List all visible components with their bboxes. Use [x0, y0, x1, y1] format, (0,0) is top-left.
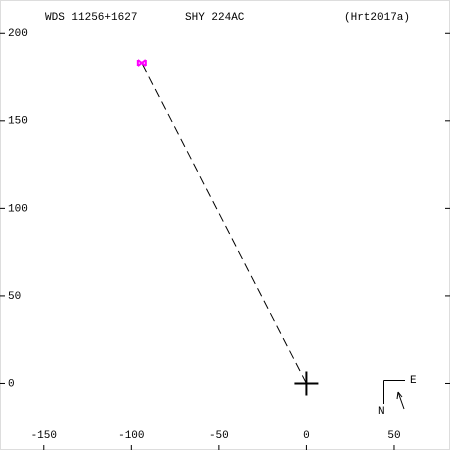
x-tick-label: 0: [303, 430, 310, 442]
separation-line: [141, 62, 307, 384]
x-tick-label: -50: [209, 430, 229, 442]
y-tick-label: 50: [8, 291, 21, 303]
y-tick-label: 200: [8, 28, 28, 40]
reference: (Hrt2017a): [344, 12, 410, 24]
motion-arrow: [397, 391, 405, 410]
compass: [383, 380, 405, 410]
chart-title: WDS 11256+1627: [45, 12, 137, 24]
motion-arrow-head: [396, 391, 399, 400]
y-tick-label: 100: [8, 203, 28, 215]
motion-arrow-head: [397, 391, 403, 398]
chart-subtitle: SHY 224AC: [185, 12, 245, 24]
x-tick-label: 50: [387, 430, 400, 442]
x-tick-label: -150: [31, 430, 57, 442]
primary-star: [294, 371, 319, 396]
x-tick-label: -100: [118, 430, 144, 442]
y-tick-label: 0: [8, 378, 15, 390]
compass-east: E: [410, 375, 417, 387]
measurement-point: [136, 59, 147, 67]
y-tick-label: 150: [8, 116, 28, 128]
compass-north: N: [378, 406, 385, 418]
